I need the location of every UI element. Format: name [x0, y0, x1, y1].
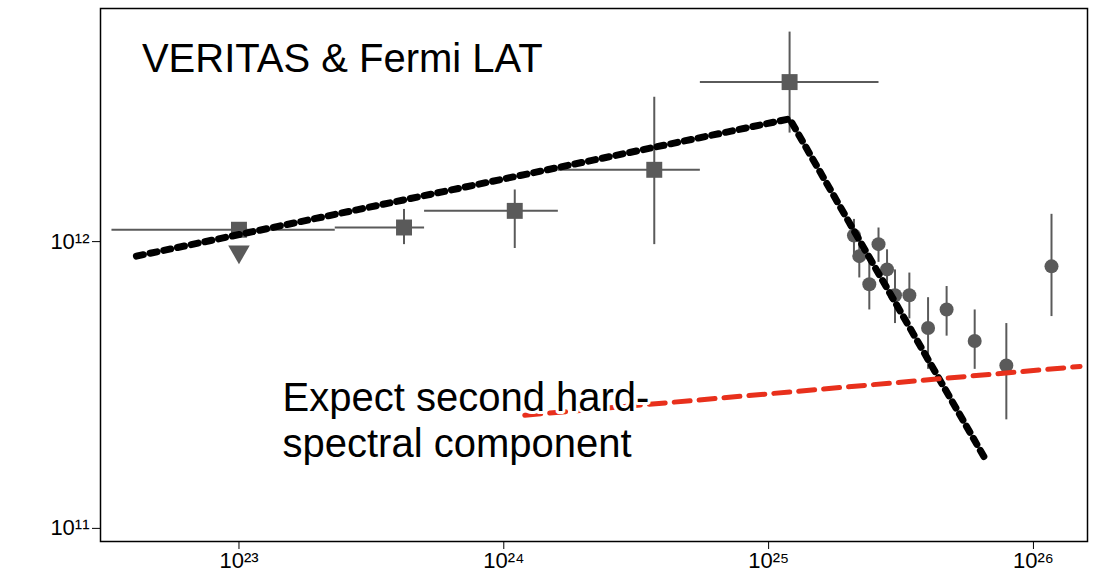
svg-text:Expect second hard-spectral co: Expect second hard-spectral component: [282, 375, 649, 465]
svg-text:10²⁵: 10²⁵: [748, 548, 789, 573]
svg-text:VERITAS & Fermi LAT: VERITAS & Fermi LAT: [142, 36, 543, 80]
svg-text:10²⁴: 10²⁴: [483, 548, 524, 573]
svg-text:10²⁶: 10²⁶: [1013, 548, 1054, 573]
svg-text:10¹²: 10¹²: [50, 229, 89, 254]
svg-text:10²³: 10²³: [219, 548, 258, 573]
svg-text:10¹¹: 10¹¹: [50, 515, 89, 540]
